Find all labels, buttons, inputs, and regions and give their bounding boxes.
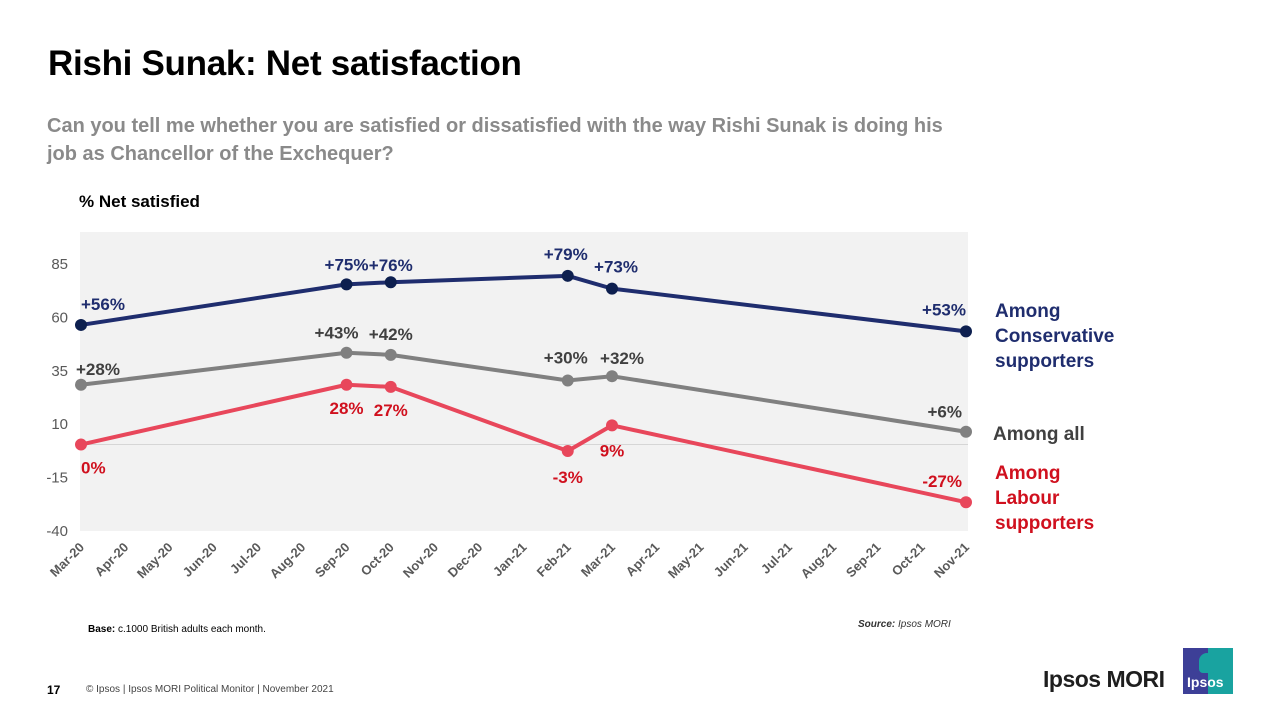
- base-note: Base: c.1000 British adults each month.: [88, 624, 266, 635]
- data-label-all: +42%: [369, 325, 413, 344]
- x-tick-label: Apr-21: [623, 540, 663, 580]
- data-point-all: [606, 370, 618, 383]
- data-point-labour: [384, 380, 397, 393]
- x-tick-label: Apr-20: [92, 540, 132, 580]
- data-point-labour: [606, 419, 618, 432]
- data-label-all: +30%: [544, 348, 588, 367]
- x-tick-label: Jul-20: [227, 540, 264, 577]
- source-text: Ipsos MORI: [895, 619, 951, 630]
- x-tick-label: Nov-20: [400, 540, 441, 581]
- data-point-conservative: [606, 282, 618, 295]
- source-note: Source: Ipsos MORI: [858, 619, 951, 630]
- y-tick-label: -40: [46, 523, 68, 540]
- data-label-conservative: +76%: [369, 256, 413, 275]
- data-label-conservative: +73%: [594, 258, 638, 277]
- data-point-all: [75, 378, 87, 391]
- x-tick-label: Jan-21: [490, 540, 530, 580]
- legend-conservative: Among Conservative supporters: [995, 299, 1114, 374]
- legend-line: supporters: [995, 513, 1095, 534]
- ipsos-logo: Ipsos: [1183, 648, 1233, 694]
- legend-line: supporters: [995, 351, 1095, 372]
- series-line-all: [80, 350, 967, 434]
- logo-text: Ipsos: [1187, 674, 1224, 690]
- legend-line: Conservative: [995, 326, 1115, 347]
- question-text: Can you tell me whether you are satisfie…: [47, 115, 943, 165]
- x-tick-label: Jul-21: [758, 540, 795, 577]
- data-label-conservative: +56%: [81, 295, 125, 314]
- legend-labour: Among Labour supporters: [995, 461, 1094, 536]
- logo-head-icon: [1199, 653, 1215, 673]
- y-tick-label: 60: [51, 309, 68, 326]
- source-label: Source:: [858, 619, 896, 630]
- data-point-labour: [960, 496, 972, 509]
- x-tick-label: Aug-21: [798, 540, 840, 582]
- data-point-conservative: [340, 278, 353, 291]
- base-text: c.1000 British adults each month.: [115, 624, 266, 635]
- x-tick-label: Mar-20: [47, 540, 87, 580]
- data-point-conservative: [384, 276, 397, 289]
- legend-line: Among all: [993, 424, 1085, 445]
- slide-title: Rishi Sunak: Net satisfaction: [48, 44, 522, 83]
- data-point-all: [561, 374, 574, 387]
- data-label-labour: -3%: [553, 468, 583, 487]
- x-tick-label: Jun-20: [180, 540, 220, 580]
- y-tick-label: -15: [46, 470, 68, 487]
- data-label-all: +43%: [315, 324, 359, 343]
- plot-background: [80, 232, 968, 531]
- data-point-labour: [75, 438, 87, 451]
- x-tick-label: Sep-21: [843, 540, 884, 581]
- page-number: 17: [47, 683, 61, 697]
- data-point-conservative: [75, 318, 87, 331]
- x-tick-label: May-21: [665, 540, 707, 582]
- x-tick-label: Nov-21: [931, 540, 972, 581]
- legend-all: Among all: [993, 422, 1085, 447]
- data-label-labour: 28%: [329, 399, 363, 418]
- series-line-labour: [80, 382, 967, 505]
- legend-line: Labour: [995, 488, 1060, 509]
- x-tick-label: Dec-20: [445, 540, 486, 581]
- y-axis-title: % Net satisfied: [79, 192, 200, 211]
- y-tick-label: 10: [51, 416, 68, 433]
- x-tick-label: Oct-20: [358, 540, 397, 579]
- x-tick-label: Oct-21: [889, 540, 928, 579]
- x-tick-label: Feb-21: [534, 540, 574, 580]
- data-point-labour: [561, 444, 574, 457]
- data-label-labour: -27%: [922, 472, 962, 491]
- data-point-all: [384, 348, 397, 361]
- data-point-all: [960, 425, 972, 438]
- x-tick-label: Mar-21: [578, 540, 618, 580]
- x-tick-label: May-20: [134, 540, 176, 582]
- data-point-conservative: [960, 325, 972, 338]
- data-label-all: +28%: [76, 360, 120, 379]
- x-tick-label: Sep-20: [312, 540, 353, 581]
- data-point-all: [340, 346, 353, 359]
- data-label-conservative: +53%: [922, 300, 966, 319]
- data-point-labour: [340, 378, 353, 391]
- legend-line: Among: [995, 301, 1061, 322]
- y-tick-label: 85: [51, 256, 68, 273]
- legend-line: Among: [995, 463, 1061, 484]
- data-label-labour: 9%: [600, 441, 625, 460]
- data-label-all: +32%: [600, 349, 644, 368]
- base-label: Base:: [88, 624, 116, 635]
- brand-wordmark: Ipsos MORI: [1043, 666, 1165, 692]
- y-tick-label: 35: [51, 363, 68, 380]
- data-label-labour: 0%: [81, 459, 106, 478]
- data-label-conservative: +79%: [544, 245, 588, 264]
- data-label-all: +6%: [928, 403, 963, 422]
- data-point-conservative: [561, 269, 574, 282]
- footer-text: © Ipsos | Ipsos MORI Political Monitor |…: [86, 684, 334, 695]
- series-line-conservative: [80, 273, 967, 334]
- data-label-conservative: +75%: [325, 255, 369, 274]
- x-tick-label: Jun-21: [711, 540, 751, 580]
- x-tick-label: Aug-20: [267, 540, 309, 582]
- data-label-labour: 27%: [374, 401, 408, 420]
